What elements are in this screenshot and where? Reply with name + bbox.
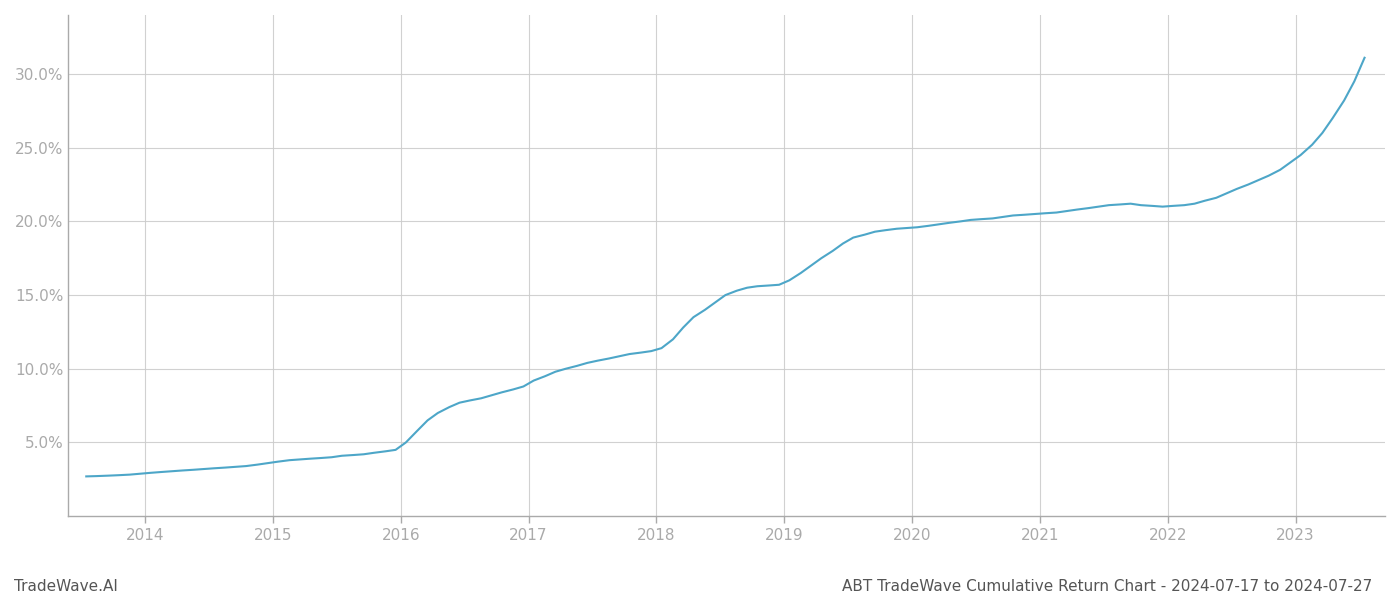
Text: TradeWave.AI: TradeWave.AI [14, 579, 118, 594]
Text: ABT TradeWave Cumulative Return Chart - 2024-07-17 to 2024-07-27: ABT TradeWave Cumulative Return Chart - … [841, 579, 1372, 594]
